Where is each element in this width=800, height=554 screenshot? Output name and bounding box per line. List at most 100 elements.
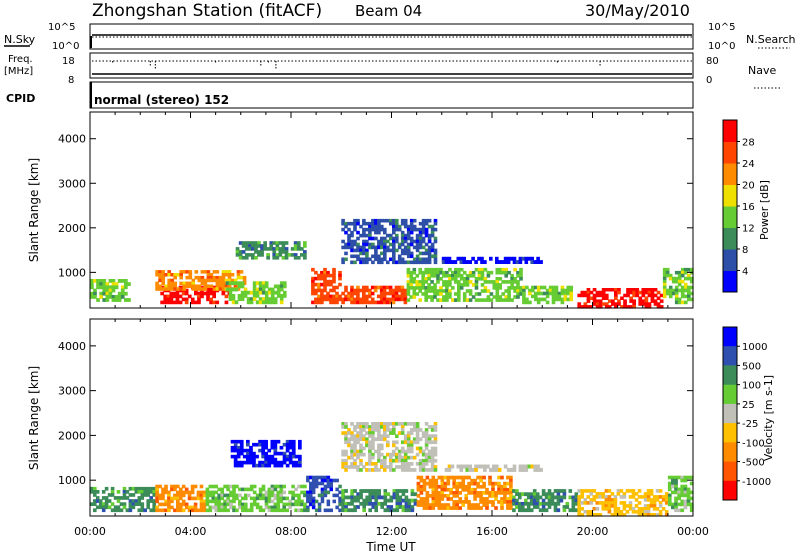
range-cell [631, 489, 636, 493]
range-cell [320, 490, 325, 495]
range-cell [278, 253, 283, 257]
range-cell [392, 236, 396, 241]
range-cell [258, 508, 263, 513]
range-cell [451, 286, 455, 290]
range-cell [161, 487, 165, 492]
range-cell [246, 290, 251, 295]
range-cell [238, 253, 243, 257]
range-cell [671, 475, 675, 480]
range-cell [317, 288, 321, 293]
range-cell [495, 292, 500, 296]
range-cell [111, 298, 116, 302]
range-cell [350, 254, 354, 259]
range-cell [464, 500, 468, 504]
range-cell [395, 501, 400, 506]
range-cell [447, 464, 452, 469]
range-cell [392, 452, 396, 457]
range-cell [374, 257, 378, 262]
range-cell [425, 500, 430, 504]
range-cell [398, 505, 403, 509]
range-cell [418, 267, 422, 272]
range-cell [164, 287, 168, 291]
range-cell [617, 302, 621, 306]
range-cell [275, 247, 280, 251]
range-cell [244, 505, 248, 510]
range-cell [406, 455, 411, 460]
range-cell [167, 281, 171, 286]
range-cell [93, 486, 97, 491]
range-cell [249, 502, 254, 507]
nave-dips [112, 61, 601, 70]
range-cell [592, 288, 597, 292]
range-cell [427, 254, 432, 259]
range-cell [392, 260, 396, 265]
range-cell [128, 502, 133, 506]
colorbar-swatch [723, 163, 737, 185]
range-cell [522, 285, 526, 290]
range-cell [421, 431, 426, 435]
range-cell [503, 256, 508, 261]
range-cell [335, 285, 339, 290]
range-cell [528, 291, 532, 296]
range-cell [674, 288, 679, 293]
range-cell [571, 505, 576, 509]
range-cell [529, 508, 534, 513]
range-cell [625, 504, 630, 508]
range-cell [614, 302, 618, 306]
range-cell [291, 490, 295, 495]
colorbar-tick-label: 12 [742, 224, 755, 235]
range-cell [437, 491, 442, 495]
range-cell [341, 239, 345, 244]
range-cell [443, 494, 448, 498]
range-cell [252, 457, 256, 462]
range-cell [483, 267, 488, 272]
range-cell [362, 288, 366, 293]
range-cell [454, 274, 458, 278]
range-cell [350, 245, 354, 250]
range-cell [380, 446, 384, 451]
range-cell [114, 282, 119, 286]
range-cell [592, 299, 597, 303]
range-cell [212, 275, 217, 280]
range-cell [383, 431, 387, 435]
range-cell [251, 241, 255, 245]
range-cell [128, 508, 133, 513]
range-cell [383, 498, 388, 503]
range-cell [667, 496, 672, 501]
range-cell [385, 291, 390, 296]
range-cell [353, 428, 357, 432]
range-cell [392, 239, 396, 244]
range-cell [160, 291, 164, 296]
range-cell [273, 297, 278, 301]
range-cell [323, 270, 327, 275]
range-cell [232, 508, 236, 513]
range-cell [314, 475, 319, 480]
range-cell [199, 502, 204, 507]
range-cell [522, 291, 526, 296]
range-cell [506, 481, 510, 486]
range-cell [149, 486, 153, 491]
range-cell [436, 274, 440, 278]
range-cell [386, 233, 390, 238]
range-cell [359, 495, 363, 500]
range-cell [235, 496, 239, 501]
range-cell [488, 481, 492, 486]
range-cell [403, 245, 408, 250]
range-cell [395, 422, 399, 426]
range-cell [392, 227, 396, 232]
range-cell [574, 495, 579, 500]
range-cell [377, 449, 381, 454]
range-cell [486, 298, 491, 302]
range-cell [629, 288, 633, 292]
range-cell [368, 495, 372, 500]
range-cell [512, 260, 517, 264]
range-cell [347, 291, 351, 296]
range-cell [197, 297, 201, 302]
range-cell [131, 486, 136, 491]
range-cell [652, 513, 657, 517]
range-cell [386, 425, 390, 429]
range-cell [380, 236, 384, 241]
range-cell [473, 506, 477, 510]
range-cell [434, 497, 439, 501]
range-cell [240, 294, 245, 298]
